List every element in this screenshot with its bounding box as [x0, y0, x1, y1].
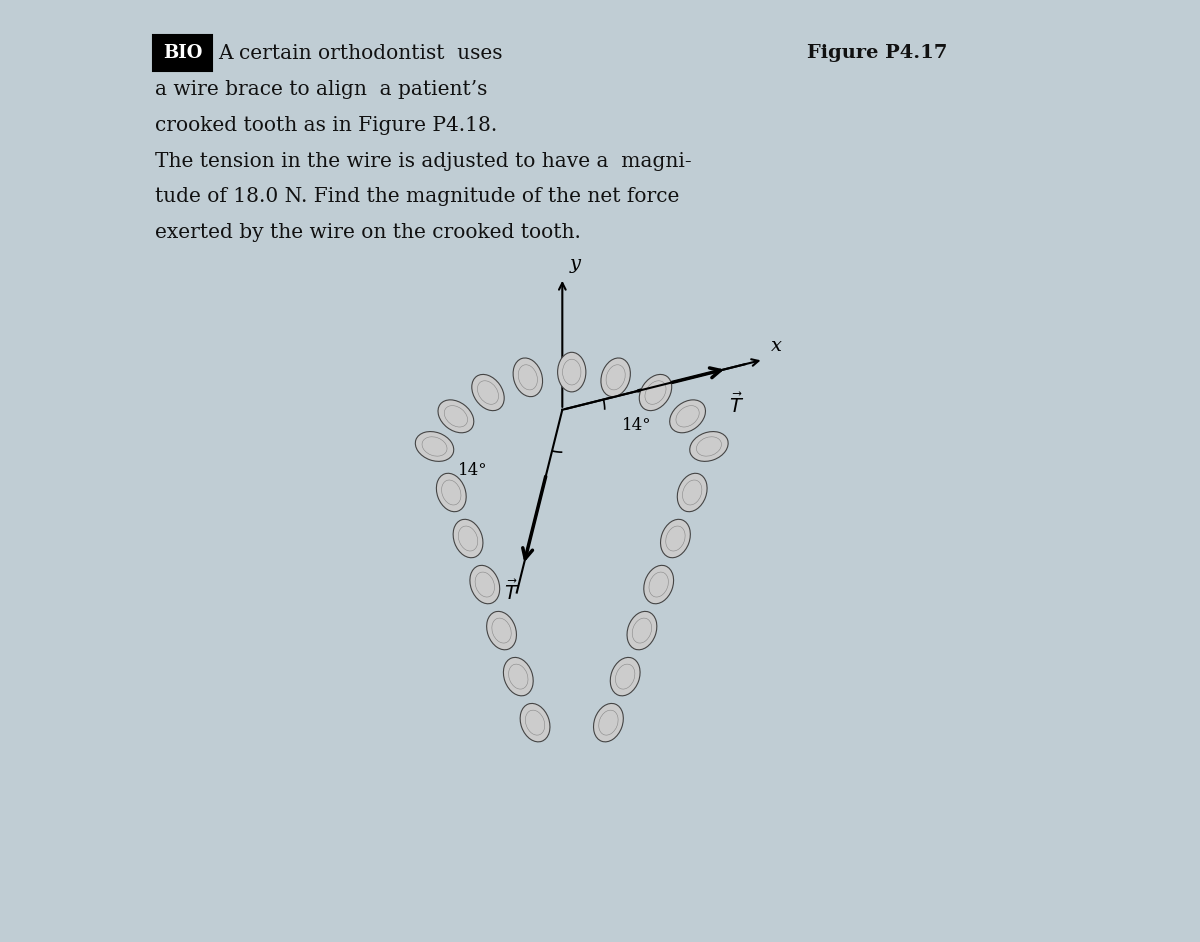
Ellipse shape [643, 565, 673, 604]
Ellipse shape [601, 358, 630, 397]
Ellipse shape [487, 611, 516, 650]
Text: exerted by the wire on the crooked tooth.: exerted by the wire on the crooked tooth… [155, 223, 581, 242]
Ellipse shape [611, 658, 640, 696]
Text: The tension in the wire is adjusted to have a  magni-: The tension in the wire is adjusted to h… [155, 152, 692, 171]
Text: Figure P4.17: Figure P4.17 [808, 44, 948, 62]
Text: a wire brace to align  a patient’s: a wire brace to align a patient’s [155, 80, 487, 99]
Text: 14°: 14° [622, 417, 652, 434]
Ellipse shape [415, 431, 454, 462]
FancyBboxPatch shape [154, 35, 212, 71]
Ellipse shape [437, 473, 466, 512]
Ellipse shape [470, 565, 499, 604]
Text: y: y [570, 255, 581, 273]
Ellipse shape [670, 399, 706, 432]
Text: A certain orthodontist  uses: A certain orthodontist uses [218, 44, 503, 63]
Text: tude of 18.0 N. Find the magnitude of the net force: tude of 18.0 N. Find the magnitude of th… [155, 187, 679, 206]
Ellipse shape [628, 611, 656, 650]
Ellipse shape [454, 519, 482, 558]
Ellipse shape [660, 519, 690, 558]
Text: crooked tooth as in Figure P4.18.: crooked tooth as in Figure P4.18. [155, 116, 498, 135]
Ellipse shape [514, 358, 542, 397]
Text: $\vec{T}$: $\vec{T}$ [728, 392, 744, 416]
Ellipse shape [690, 431, 728, 462]
Text: 14°: 14° [458, 462, 487, 479]
Text: x: x [770, 337, 782, 355]
Ellipse shape [504, 658, 533, 696]
Ellipse shape [677, 473, 707, 512]
Ellipse shape [640, 374, 672, 411]
Ellipse shape [520, 704, 550, 742]
Ellipse shape [594, 704, 623, 742]
Ellipse shape [558, 352, 586, 392]
Text: BIO: BIO [163, 43, 203, 62]
Ellipse shape [472, 374, 504, 411]
Text: $\vec{T}$: $\vec{T}$ [504, 579, 518, 604]
Ellipse shape [438, 399, 474, 432]
